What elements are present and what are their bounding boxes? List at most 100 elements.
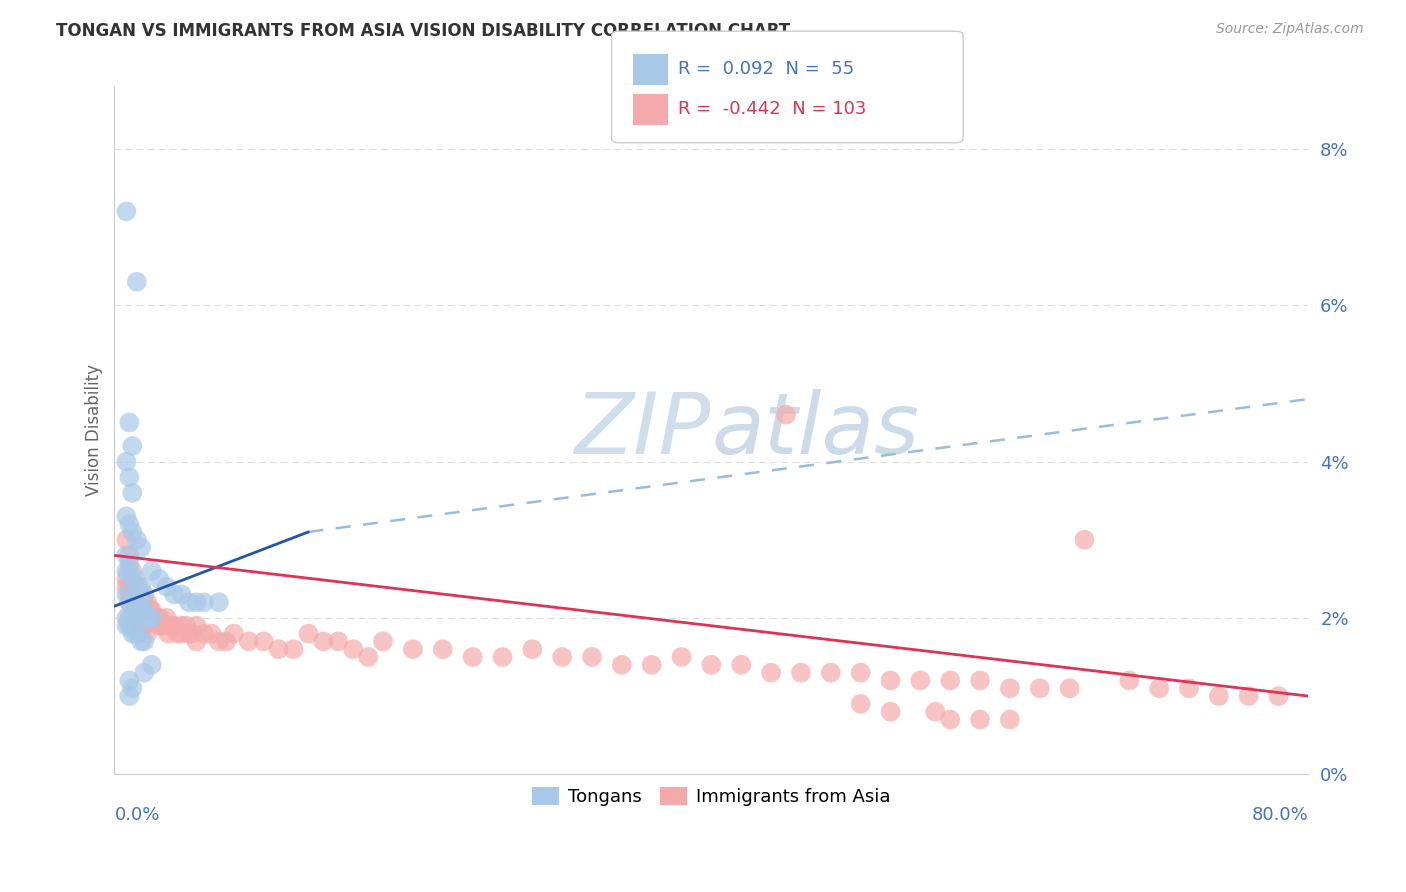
Point (124, 595, 146, 609)
Point (491, 650, 513, 665)
Point (145, 611, 167, 625)
Point (115, 549, 138, 563)
Point (141, 603, 163, 617)
Point (939, 713, 962, 727)
Point (118, 416, 141, 430)
Point (129, 611, 152, 625)
Point (157, 626, 180, 640)
Point (134, 665, 156, 680)
Point (127, 580, 149, 594)
Point (141, 657, 163, 672)
Point (170, 587, 193, 601)
Point (193, 626, 215, 640)
Point (121, 524, 143, 539)
Point (134, 634, 156, 648)
Point (115, 533, 138, 547)
Text: 80.0%: 80.0% (1251, 805, 1309, 823)
Point (1267, 689, 1289, 703)
Point (200, 626, 222, 640)
Text: R =  -0.442  N = 103: R = -0.442 N = 103 (678, 100, 866, 118)
Point (790, 665, 813, 680)
Text: 0.0%: 0.0% (114, 805, 160, 823)
Point (115, 454, 138, 468)
Point (124, 572, 146, 586)
Point (181, 626, 204, 640)
Point (148, 611, 170, 625)
Point (118, 587, 141, 601)
Point (402, 642, 425, 657)
Point (939, 673, 962, 688)
Point (730, 657, 752, 672)
Point (136, 626, 159, 640)
Point (121, 564, 143, 578)
Point (115, 564, 138, 578)
Point (121, 618, 143, 632)
Point (118, 564, 141, 578)
Point (849, 665, 872, 680)
Point (127, 603, 149, 617)
Point (118, 595, 141, 609)
Point (1118, 673, 1140, 688)
Point (879, 705, 901, 719)
Point (208, 595, 231, 609)
Point (118, 689, 141, 703)
Point (115, 580, 138, 594)
Point (671, 650, 693, 665)
Text: R =  0.092  N =  55: R = 0.092 N = 55 (678, 60, 853, 78)
Point (551, 650, 574, 665)
Point (129, 541, 152, 555)
Point (1029, 681, 1052, 696)
Point (193, 595, 215, 609)
Point (115, 587, 138, 601)
Point (461, 650, 484, 665)
Point (121, 572, 143, 586)
Point (641, 657, 664, 672)
Point (160, 618, 183, 632)
Text: TONGAN VS IMMIGRANTS FROM ASIA VISION DISABILITY CORRELATION CHART: TONGAN VS IMMIGRANTS FROM ASIA VISION DI… (56, 22, 790, 40)
Point (371, 634, 394, 648)
Point (115, 618, 138, 632)
Point (1073, 533, 1095, 547)
Point (145, 611, 167, 625)
Point (118, 618, 141, 632)
Point (129, 580, 152, 594)
Point (174, 618, 197, 632)
Y-axis label: Vision Disability: Vision Disability (86, 364, 103, 496)
Point (134, 618, 156, 632)
Point (208, 634, 231, 648)
Point (163, 618, 186, 632)
Point (700, 657, 723, 672)
Legend: Tongans, Immigrants from Asia: Tongans, Immigrants from Asia (524, 780, 898, 814)
Point (127, 611, 149, 625)
Point (141, 611, 163, 625)
Point (139, 611, 162, 625)
Point (1237, 689, 1260, 703)
Point (156, 611, 179, 625)
Point (134, 587, 156, 601)
Point (283, 642, 305, 657)
Point (129, 634, 152, 648)
Point (115, 611, 138, 625)
Point (186, 595, 208, 609)
Point (312, 634, 335, 648)
Point (141, 564, 163, 578)
Point (1147, 681, 1170, 696)
Point (879, 673, 901, 688)
Point (148, 618, 170, 632)
Point (522, 642, 544, 657)
Point (328, 634, 350, 648)
Point (115, 572, 138, 586)
Point (127, 626, 149, 640)
Point (238, 634, 260, 648)
Point (121, 587, 143, 601)
Point (124, 603, 146, 617)
Point (127, 611, 149, 625)
Point (118, 580, 141, 594)
Point (186, 634, 208, 648)
Point (124, 595, 146, 609)
Point (139, 603, 162, 617)
Point (998, 713, 1021, 727)
Point (581, 650, 603, 665)
Point (153, 618, 176, 632)
Point (924, 705, 946, 719)
